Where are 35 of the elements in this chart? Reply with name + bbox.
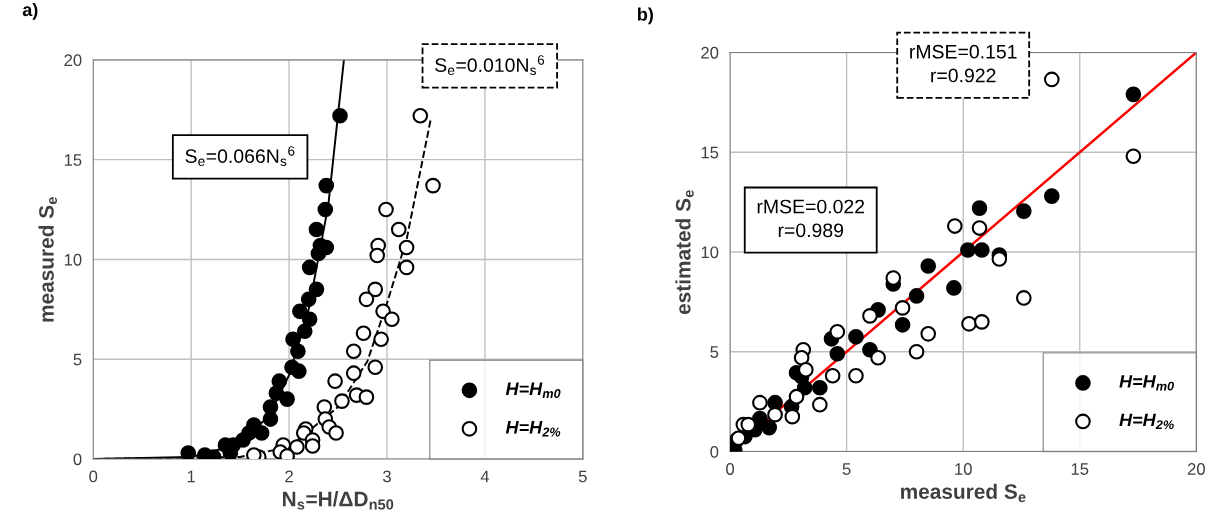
legend-label: H=H$_{2%}$ <box>1119 413 1174 430</box>
y-tick-label: 20 <box>701 46 719 59</box>
y-tick-label: 5 <box>73 353 82 366</box>
y-tick-label: 10 <box>64 253 82 266</box>
annotation: S$_{e}$=0.066N$_{s}$$^{6}$ <box>185 146 295 167</box>
x-tick-label: 5 <box>578 470 587 483</box>
y-tick-label: 20 <box>64 54 82 67</box>
y-tick-label: 10 <box>701 246 719 259</box>
x-tick-label: 0 <box>89 470 98 483</box>
x-tick-label: 20 <box>1187 463 1205 475</box>
x-tick-label: 0 <box>726 463 735 475</box>
y-axis-title: estimated S$_{e}$ <box>675 190 694 315</box>
y-tick-label: 15 <box>64 154 82 166</box>
y-tick-label: 5 <box>710 346 719 358</box>
legend-label: H=H$_{m0}$ <box>505 382 561 399</box>
y-tick-label: 0 <box>73 453 82 466</box>
chart-title: b) <box>638 7 653 25</box>
annotation: S$_{e}$=0.010N$_{s}$$^{6}$ <box>435 55 545 76</box>
y-tick-label: 0 <box>710 445 719 458</box>
legend-label: H=H$_{m0}$ <box>1119 375 1174 391</box>
legend-label: H=H$_{2%}$ <box>505 421 561 437</box>
annotation: rMSE=0.022 r=0.989 <box>757 199 865 238</box>
x-axis-title: measured S$_{e}$ <box>901 483 1026 503</box>
chart-title: a) <box>22 2 38 20</box>
x-tick-label: 1 <box>187 470 195 483</box>
x-axis-title: N$_{s}$=H/ΔD$_{n50}$ <box>282 491 394 510</box>
y-axis-title: measured S$_{e}$ <box>38 197 58 322</box>
x-tick-label: 4 <box>480 470 490 483</box>
y-tick-label: 15 <box>701 146 719 159</box>
x-tick-label: 10 <box>955 463 972 475</box>
x-tick-label: 3 <box>383 470 391 483</box>
x-tick-label: 5 <box>842 463 851 475</box>
annotation: rMSE=0.151 r=0.922 <box>910 44 1017 83</box>
x-tick-label: 15 <box>1071 463 1089 475</box>
x-tick-label: 2 <box>285 470 293 483</box>
